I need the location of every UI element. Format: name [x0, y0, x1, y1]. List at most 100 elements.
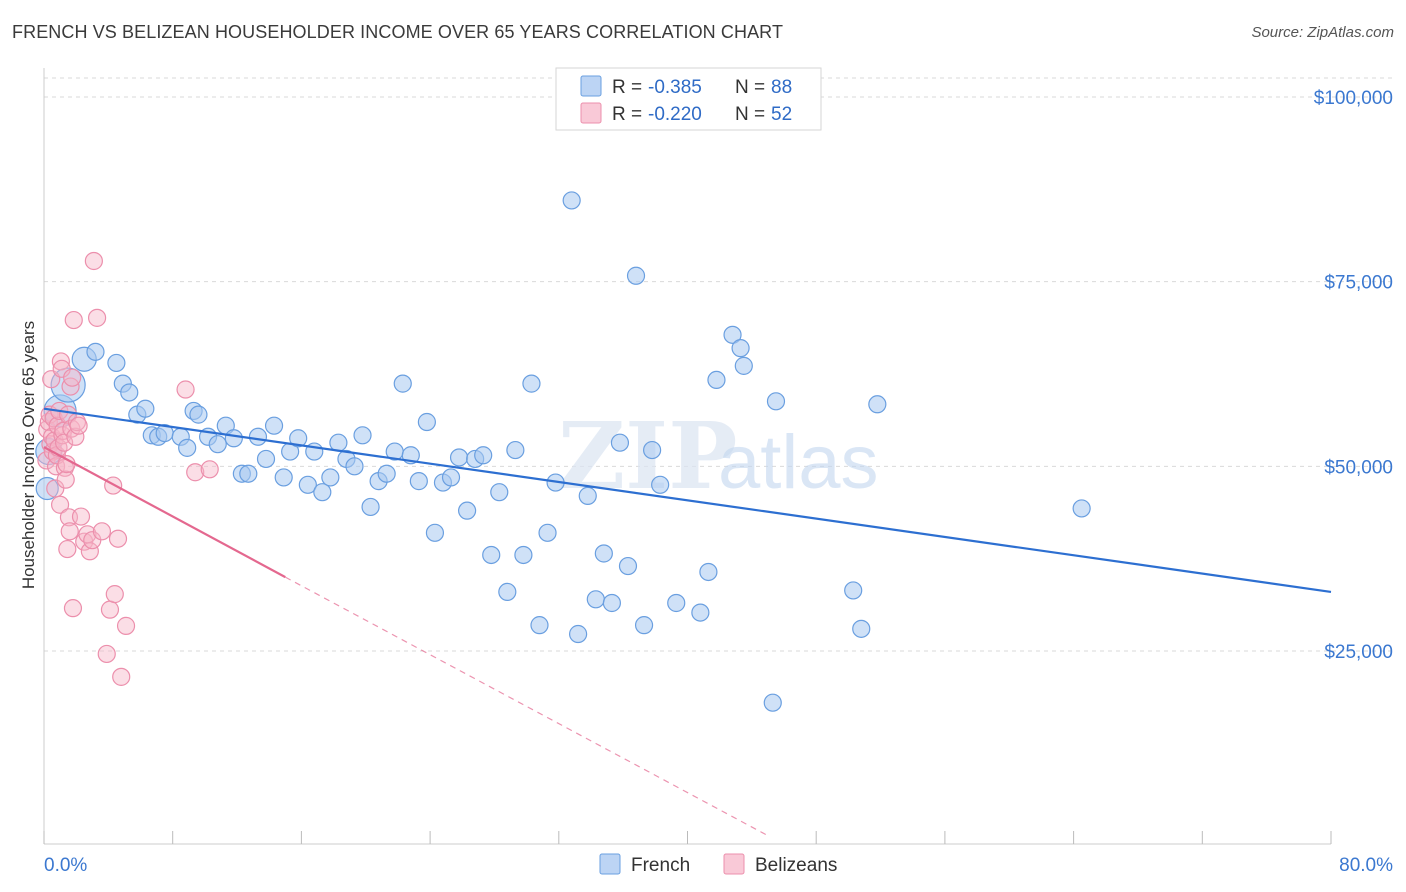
legend-n-value-belizean: 52: [771, 104, 792, 125]
belizean-point: [63, 368, 82, 387]
french-point: [329, 433, 348, 452]
french-point: [522, 374, 541, 393]
y-tick-label: $50,000: [1324, 457, 1393, 478]
french-point: [634, 616, 654, 635]
french-point: [602, 593, 621, 613]
belizean-point: [108, 529, 128, 548]
watermark-atlas: atlas: [718, 420, 879, 505]
belizean-trend-extension: [285, 576, 769, 837]
series-french-points: [35, 191, 1091, 712]
french-point: [562, 191, 581, 210]
series-legend-swatch-french: [599, 853, 621, 875]
legend-swatch-belizean: [580, 102, 602, 124]
french-point: [594, 544, 613, 563]
belizean-point: [176, 380, 195, 399]
series-belizean-points: [37, 251, 219, 686]
french-point: [361, 497, 380, 517]
series-legend-swatch-belizean: [723, 853, 745, 875]
chart-source: Source: ZipAtlas.com: [1251, 24, 1394, 41]
belizean-point: [200, 460, 219, 479]
french-point: [707, 370, 726, 390]
french-point: [441, 468, 461, 487]
french-point: [667, 593, 686, 613]
french-point: [120, 383, 139, 402]
series-legend-label-french: French: [631, 855, 690, 876]
legend-n-label-french: N =: [735, 77, 765, 98]
french-point: [393, 374, 412, 393]
french-point: [1072, 499, 1091, 518]
french-point: [178, 438, 197, 457]
french-point: [514, 545, 533, 565]
chart-title: FRENCH VS BELIZEAN HOUSEHOLDER INCOME OV…: [12, 22, 784, 42]
french-point: [490, 483, 509, 502]
belizean-point: [87, 308, 107, 327]
y-tick-label: $25,000: [1324, 642, 1393, 663]
legend-r-label-french: R =: [612, 77, 642, 98]
french-point: [766, 392, 786, 411]
belizean-point: [63, 599, 83, 618]
french-point: [449, 448, 469, 467]
y-axis-label: Householder Income Over 65 years: [19, 321, 38, 589]
french-point: [256, 449, 276, 469]
french-point: [699, 562, 718, 582]
french-point: [189, 405, 208, 424]
belizean-point: [84, 251, 103, 271]
belizean-point: [97, 644, 116, 664]
belizean-point: [51, 352, 70, 371]
french-point: [136, 399, 155, 418]
french-point: [107, 353, 126, 373]
trend-lines: [43, 407, 1332, 837]
french-point: [86, 342, 105, 361]
french-point: [691, 603, 710, 622]
french-point: [610, 433, 630, 452]
french-point: [643, 440, 662, 460]
french-point: [474, 446, 493, 465]
legend-n-label-belizean: N =: [735, 104, 765, 125]
y-tick-labels: $25,000 $50,000 $75,000 $100,000: [1314, 88, 1393, 663]
french-point: [248, 427, 268, 446]
legend-n-value-french: 88: [771, 77, 792, 98]
french-point: [731, 339, 750, 358]
french-point: [458, 501, 477, 520]
belizean-point: [105, 585, 124, 604]
french-point: [377, 464, 396, 483]
legend-r-label-belizean: R =: [612, 104, 642, 125]
belizean-trend-line: [43, 446, 286, 579]
y-tick-label: $100,000: [1314, 88, 1393, 109]
french-point: [264, 416, 284, 435]
belizean-point: [186, 463, 205, 482]
series-legend-label-belizean: Belizeans: [755, 855, 837, 876]
french-point: [763, 693, 782, 712]
french-point: [482, 545, 501, 565]
french-point: [618, 556, 638, 576]
french-point: [651, 475, 670, 494]
series-legend: French Belizeans: [599, 853, 837, 876]
belizean-point: [71, 507, 91, 526]
belizean-point: [64, 310, 83, 330]
y-tick-label: $75,000: [1324, 273, 1393, 294]
belizean-point: [55, 433, 74, 452]
french-point: [734, 356, 753, 375]
french-point: [409, 472, 428, 491]
belizean-point: [60, 522, 79, 541]
french-point: [530, 616, 549, 635]
french-point: [723, 325, 742, 344]
french-point: [626, 266, 646, 285]
belizean-point: [100, 600, 120, 619]
french-point: [239, 464, 258, 483]
french-point: [538, 523, 557, 542]
french-point: [345, 457, 364, 476]
french-point: [224, 429, 243, 448]
belizean-point: [116, 616, 136, 635]
belizean-point: [56, 470, 75, 489]
legend-swatch-french: [580, 75, 602, 97]
x-tick-label: 0.0%: [44, 855, 87, 876]
stats-legend: R = -0.385 N = 88 R = -0.220 N = 52: [555, 67, 822, 131]
belizean-point: [48, 416, 67, 435]
french-point: [298, 475, 317, 494]
french-point: [425, 523, 445, 542]
legend-r-value-french: -0.385: [648, 77, 702, 98]
belizean-point: [66, 427, 85, 446]
belizean-point: [112, 667, 131, 686]
french-point: [417, 412, 436, 432]
